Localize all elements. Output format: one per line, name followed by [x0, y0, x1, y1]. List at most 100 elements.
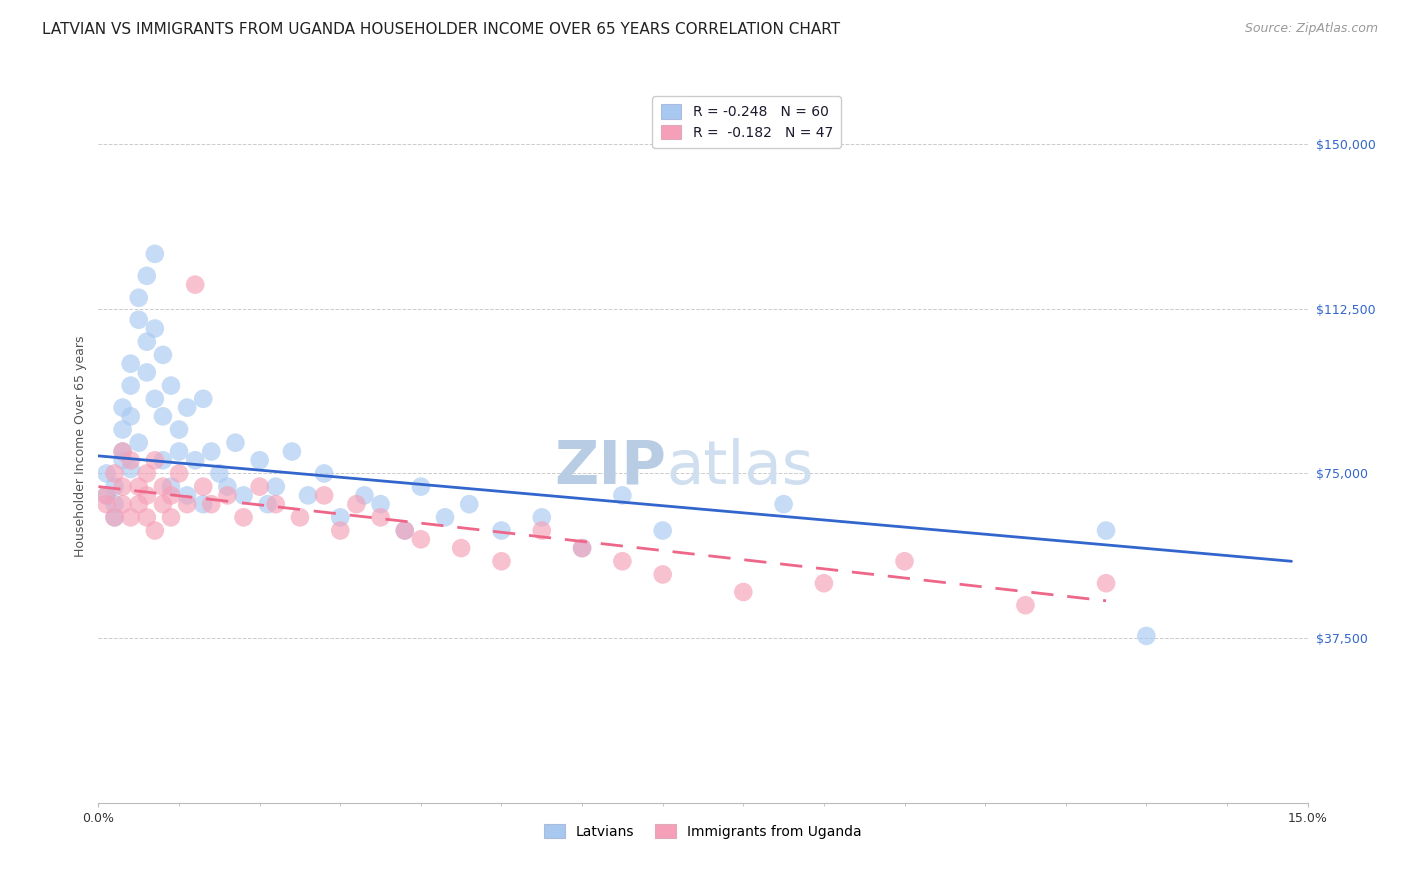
Point: [111, 401, 134, 415]
Point: [329, 510, 352, 524]
Point: [256, 497, 278, 511]
Point: [160, 480, 183, 494]
Point: [344, 497, 367, 511]
Point: [152, 453, 174, 467]
Point: [135, 510, 157, 524]
Y-axis label: Householder Income Over 65 years: Householder Income Over 65 years: [75, 335, 87, 557]
Point: [176, 488, 198, 502]
Point: [103, 467, 125, 481]
Point: [232, 488, 254, 502]
Point: [297, 488, 319, 502]
Point: [232, 510, 254, 524]
Point: [167, 423, 190, 437]
Point: [458, 497, 481, 511]
Point: [152, 409, 174, 424]
Point: [160, 510, 183, 524]
Point: [450, 541, 472, 555]
Point: [314, 488, 336, 502]
Point: [128, 497, 150, 511]
Point: [135, 268, 157, 283]
Point: [135, 366, 157, 380]
Point: [128, 480, 150, 494]
Point: [394, 524, 416, 538]
Point: [152, 348, 174, 362]
Text: Source: ZipAtlas.com: Source: ZipAtlas.com: [1244, 22, 1378, 36]
Point: [167, 467, 190, 481]
Point: [111, 444, 134, 458]
Point: [1095, 576, 1118, 591]
Point: [193, 480, 215, 494]
Point: [96, 488, 118, 502]
Point: [120, 462, 142, 476]
Point: [394, 524, 416, 538]
Point: [103, 510, 125, 524]
Point: [612, 554, 634, 568]
Point: [893, 554, 915, 568]
Point: [184, 453, 207, 467]
Point: [135, 488, 157, 502]
Point: [111, 423, 134, 437]
Point: [103, 480, 125, 494]
Point: [135, 467, 157, 481]
Point: [128, 435, 150, 450]
Point: [651, 567, 673, 582]
Point: [224, 435, 246, 450]
Point: [208, 467, 231, 481]
Point: [111, 497, 134, 511]
Point: [409, 480, 432, 494]
Point: [370, 510, 392, 524]
Point: [1095, 524, 1118, 538]
Point: [111, 480, 134, 494]
Point: [281, 444, 304, 458]
Point: [193, 392, 215, 406]
Point: [120, 357, 142, 371]
Point: [264, 480, 287, 494]
Legend: Latvians, Immigrants from Uganda: Latvians, Immigrants from Uganda: [537, 817, 869, 846]
Point: [143, 392, 166, 406]
Point: [160, 488, 183, 502]
Point: [167, 444, 190, 458]
Point: [530, 510, 553, 524]
Point: [249, 453, 271, 467]
Point: [651, 524, 673, 538]
Point: [143, 453, 166, 467]
Point: [96, 467, 118, 481]
Text: LATVIAN VS IMMIGRANTS FROM UGANDA HOUSEHOLDER INCOME OVER 65 YEARS CORRELATION C: LATVIAN VS IMMIGRANTS FROM UGANDA HOUSEH…: [42, 22, 841, 37]
Point: [1135, 629, 1157, 643]
Point: [184, 277, 207, 292]
Point: [217, 488, 239, 502]
Point: [288, 510, 311, 524]
Point: [1014, 598, 1036, 612]
Point: [96, 488, 118, 502]
Point: [813, 576, 835, 591]
Point: [772, 497, 794, 511]
Point: [200, 444, 222, 458]
Point: [120, 409, 142, 424]
Point: [120, 453, 142, 467]
Point: [176, 497, 198, 511]
Point: [143, 247, 166, 261]
Point: [249, 480, 271, 494]
Point: [370, 497, 392, 511]
Point: [329, 524, 352, 538]
Point: [314, 467, 336, 481]
Point: [152, 497, 174, 511]
Point: [128, 312, 150, 326]
Point: [176, 401, 198, 415]
Point: [143, 321, 166, 335]
Point: [96, 497, 118, 511]
Text: ZIP: ZIP: [555, 438, 666, 497]
Point: [733, 585, 755, 599]
Point: [128, 291, 150, 305]
Point: [143, 524, 166, 538]
Point: [111, 444, 134, 458]
Text: atlas: atlas: [666, 438, 814, 497]
Point: [571, 541, 593, 555]
Point: [353, 488, 375, 502]
Point: [111, 453, 134, 467]
Point: [217, 480, 239, 494]
Point: [120, 378, 142, 392]
Point: [571, 541, 593, 555]
Point: [491, 554, 513, 568]
Point: [200, 497, 222, 511]
